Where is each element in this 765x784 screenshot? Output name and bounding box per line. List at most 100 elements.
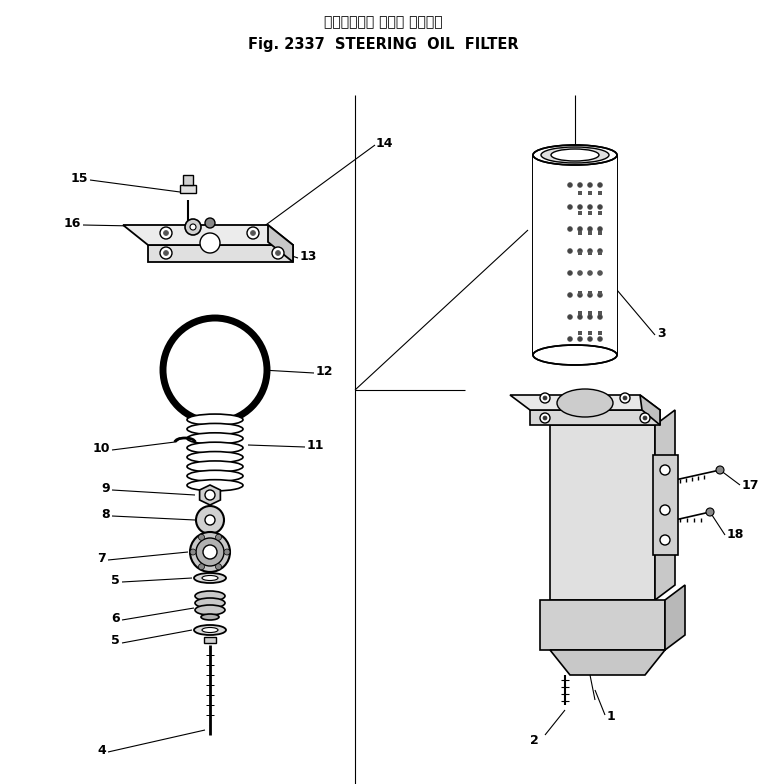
Bar xyxy=(550,425,655,600)
Circle shape xyxy=(568,336,572,342)
Circle shape xyxy=(250,230,256,235)
Ellipse shape xyxy=(195,598,225,608)
Circle shape xyxy=(588,183,593,187)
Bar xyxy=(598,291,602,295)
Text: 6: 6 xyxy=(112,612,120,625)
Bar xyxy=(588,211,592,215)
Bar xyxy=(588,251,592,255)
Circle shape xyxy=(597,249,603,253)
Circle shape xyxy=(198,534,204,540)
Circle shape xyxy=(643,416,647,420)
Circle shape xyxy=(660,465,670,475)
Text: ステアリング オイル フィルタ: ステアリング オイル フィルタ xyxy=(324,15,442,29)
Text: 16: 16 xyxy=(63,216,81,230)
Circle shape xyxy=(588,227,593,231)
Ellipse shape xyxy=(533,345,617,365)
Circle shape xyxy=(588,249,593,253)
Bar xyxy=(598,211,602,215)
Circle shape xyxy=(196,506,224,534)
Ellipse shape xyxy=(194,573,226,583)
Polygon shape xyxy=(200,485,220,505)
Circle shape xyxy=(160,227,172,239)
Ellipse shape xyxy=(187,442,243,453)
Circle shape xyxy=(716,466,724,474)
Text: 12: 12 xyxy=(316,365,334,378)
Circle shape xyxy=(597,183,603,187)
Ellipse shape xyxy=(194,625,226,635)
Circle shape xyxy=(568,270,572,275)
Circle shape xyxy=(578,336,582,342)
Circle shape xyxy=(205,515,215,525)
Circle shape xyxy=(247,227,259,239)
Bar xyxy=(588,191,592,195)
Circle shape xyxy=(190,224,196,230)
Circle shape xyxy=(578,205,582,209)
Polygon shape xyxy=(123,225,293,245)
Text: 9: 9 xyxy=(102,481,110,495)
Text: 5: 5 xyxy=(111,634,120,648)
Circle shape xyxy=(578,227,582,231)
Ellipse shape xyxy=(187,470,243,481)
Circle shape xyxy=(588,336,593,342)
Bar xyxy=(204,637,216,643)
Bar xyxy=(588,231,592,235)
Circle shape xyxy=(164,251,168,256)
Bar xyxy=(578,311,582,315)
Bar xyxy=(598,251,602,255)
Circle shape xyxy=(623,396,627,400)
Circle shape xyxy=(203,545,217,559)
Text: 10: 10 xyxy=(93,441,110,455)
Circle shape xyxy=(640,413,650,423)
Ellipse shape xyxy=(187,480,243,491)
Circle shape xyxy=(568,292,572,297)
Circle shape xyxy=(216,564,222,570)
Circle shape xyxy=(588,314,593,320)
Ellipse shape xyxy=(541,147,609,163)
Circle shape xyxy=(588,270,593,275)
Circle shape xyxy=(660,535,670,545)
Polygon shape xyxy=(665,585,685,650)
Text: 5: 5 xyxy=(111,574,120,586)
Circle shape xyxy=(543,416,547,420)
Circle shape xyxy=(205,218,215,228)
Circle shape xyxy=(224,549,230,555)
Ellipse shape xyxy=(533,145,617,165)
Ellipse shape xyxy=(187,423,243,434)
Polygon shape xyxy=(655,410,675,600)
Bar xyxy=(578,231,582,235)
Circle shape xyxy=(543,396,547,400)
Bar xyxy=(578,211,582,215)
Polygon shape xyxy=(640,395,660,425)
Bar xyxy=(540,600,665,650)
Polygon shape xyxy=(510,395,660,410)
Text: 11: 11 xyxy=(307,438,324,452)
Bar xyxy=(183,175,193,185)
Circle shape xyxy=(196,538,224,566)
Circle shape xyxy=(568,183,572,187)
Circle shape xyxy=(620,393,630,403)
Text: 4: 4 xyxy=(97,743,106,757)
Bar xyxy=(598,231,602,235)
Circle shape xyxy=(597,270,603,275)
Circle shape xyxy=(205,490,215,500)
Text: 18: 18 xyxy=(727,528,744,542)
Ellipse shape xyxy=(551,149,599,161)
Circle shape xyxy=(568,314,572,320)
Ellipse shape xyxy=(187,414,243,425)
Circle shape xyxy=(185,219,201,235)
Polygon shape xyxy=(268,225,293,262)
Circle shape xyxy=(540,393,550,403)
Ellipse shape xyxy=(187,461,243,472)
Ellipse shape xyxy=(195,591,225,601)
Circle shape xyxy=(578,270,582,275)
Circle shape xyxy=(568,227,572,231)
Bar xyxy=(598,311,602,315)
Bar xyxy=(598,271,602,275)
Ellipse shape xyxy=(187,452,243,463)
Bar xyxy=(578,331,582,335)
Text: 2: 2 xyxy=(530,734,539,746)
Ellipse shape xyxy=(201,614,219,620)
Text: 8: 8 xyxy=(102,507,110,521)
Circle shape xyxy=(706,508,714,516)
Text: 13: 13 xyxy=(300,249,317,263)
